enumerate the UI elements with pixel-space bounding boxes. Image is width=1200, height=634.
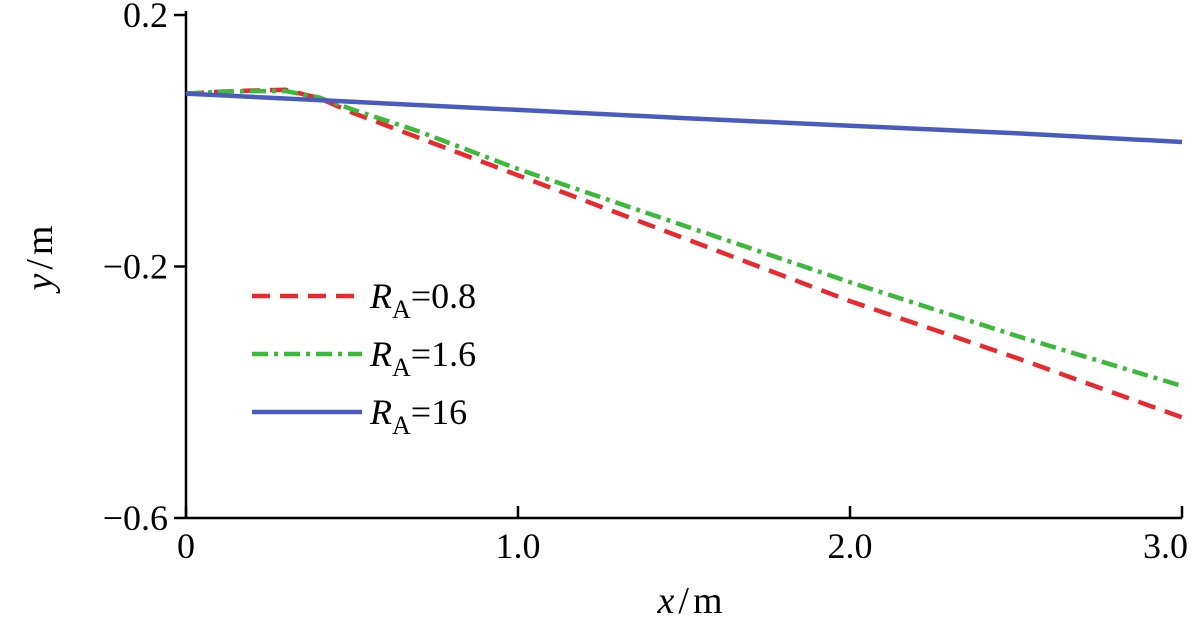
legend-label-2: RA=1.6 — [369, 334, 476, 382]
x-tick-label: 0 — [177, 526, 195, 566]
series-line-2 — [185, 88, 1183, 389]
legend: RA=0.8 RA=1.6 RA=16 — [252, 276, 476, 440]
x-axis-title: x / m — [657, 580, 723, 622]
y-axis-title: y/m — [19, 226, 61, 295]
y-tick-label: 0.2 — [123, 0, 168, 35]
y-tick-label: −0.2 — [103, 247, 168, 287]
y-tick-label: −0.6 — [103, 498, 168, 538]
legend-label-3: RA=16 — [369, 392, 467, 440]
axes: 0.2 −0.2 −0.60 1.0 2.0 3.0 — [103, 0, 1188, 566]
x-tick-label: 1.0 — [496, 526, 541, 566]
x-tick-label: 3.0 — [1143, 526, 1188, 566]
series-layer — [185, 87, 1183, 420]
series-line-1 — [185, 87, 1183, 420]
x-tick-label: 2.0 — [828, 526, 873, 566]
series-line-3 — [185, 91, 1183, 145]
legend-label-1: RA=0.8 — [369, 276, 476, 324]
